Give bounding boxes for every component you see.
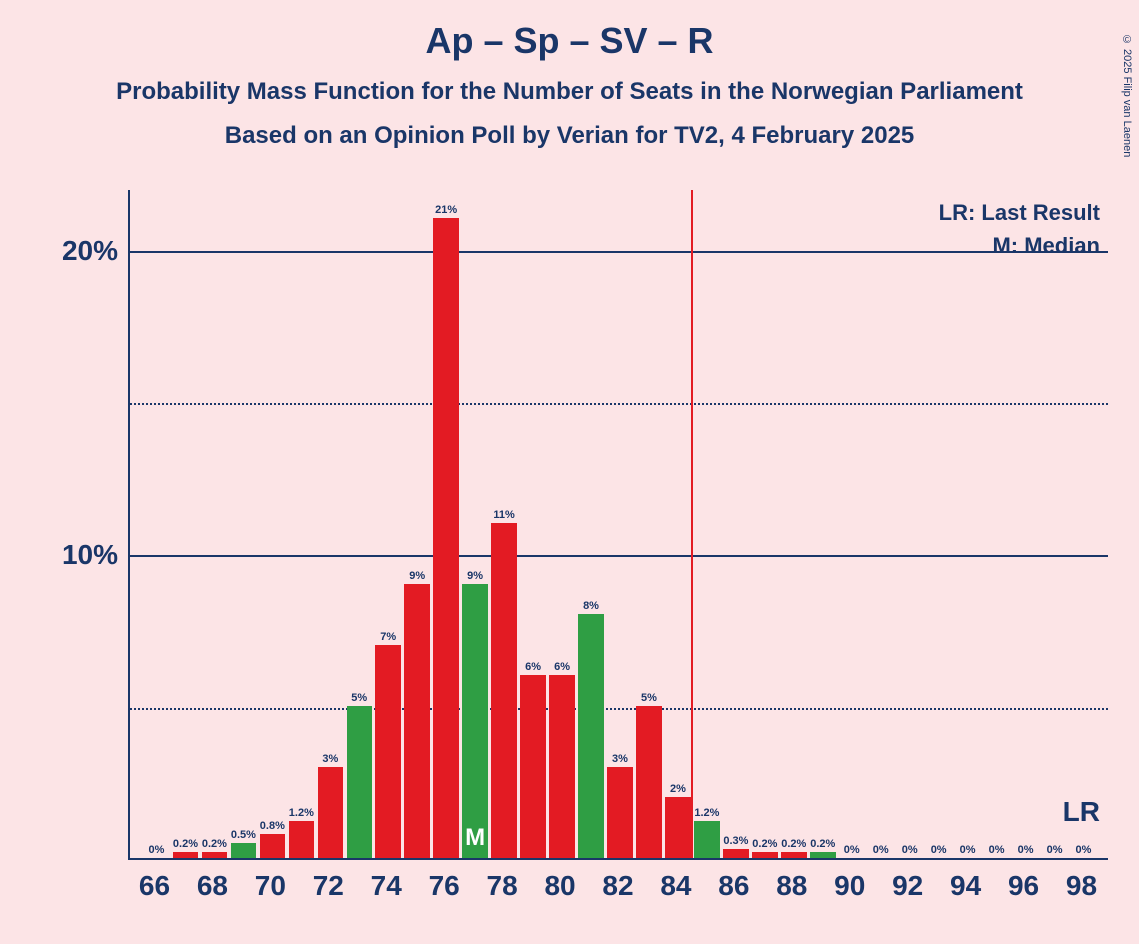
x-axis-labels: 66 68 70 72 74 76 78 80 82 84 86 88 90 92 94 96 98	[128, 870, 1108, 920]
bar-value-label: 6%	[525, 661, 541, 673]
bar: 5%	[347, 706, 372, 858]
bar-value-label: 8%	[583, 600, 599, 612]
bar-value-label: 0%	[1018, 844, 1034, 856]
bar: 0.2%	[781, 852, 806, 858]
bar-value-label: 0%	[960, 844, 976, 856]
bars-layer: 0%0.2%0.2%0.5%0.8%1.2%3%5%7%9%21%9%M11%6…	[130, 190, 1108, 858]
bar: 9%	[404, 584, 429, 858]
bar-value-label: 2%	[670, 783, 686, 795]
chart-title: Ap – Sp – SV – R	[0, 20, 1139, 62]
x-tick-label: 74	[371, 870, 402, 902]
bar-value-label: 1.2%	[694, 807, 719, 819]
bar: 5%	[636, 706, 661, 858]
bar: 8%	[578, 614, 603, 858]
bar-value-label: 0%	[844, 844, 860, 856]
bar: 3%	[318, 767, 343, 858]
x-tick-label: 80	[544, 870, 575, 902]
x-tick-label: 94	[950, 870, 981, 902]
bar-value-label: 9%	[409, 570, 425, 582]
bar-value-label: 3%	[322, 753, 338, 765]
bar: 1.2%	[289, 821, 314, 858]
bar-value-label: 0%	[873, 844, 889, 856]
bar: 0.2%	[752, 852, 777, 858]
bar-value-label: 0.2%	[202, 838, 227, 850]
bar: 1.2%	[694, 821, 719, 858]
bar-value-label: 0.2%	[810, 838, 835, 850]
y-tick-label: 20%	[48, 235, 118, 267]
copyright-notice: © 2025 Filip van Laenen	[1121, 34, 1133, 157]
bar-value-label: 0.2%	[781, 838, 806, 850]
x-tick-label: 96	[1008, 870, 1039, 902]
x-tick-label: 78	[487, 870, 518, 902]
bar-value-label: 1.2%	[289, 807, 314, 819]
bar-value-label: 21%	[435, 204, 457, 216]
bar-value-label: 0.5%	[231, 829, 256, 841]
x-tick-label: 66	[139, 870, 170, 902]
x-tick-label: 92	[892, 870, 923, 902]
bar: 11%	[491, 523, 516, 858]
bar: 0.2%	[173, 852, 198, 858]
bar: 2%	[665, 797, 690, 858]
x-tick-label: 90	[834, 870, 865, 902]
bar-value-label: 11%	[493, 509, 514, 521]
x-tick-label: 84	[660, 870, 691, 902]
x-tick-label: 98	[1066, 870, 1097, 902]
bar: 3%	[607, 767, 632, 858]
chart-subtitle-2: Based on an Opinion Poll by Verian for T…	[0, 122, 1139, 150]
bar: 0.2%	[202, 852, 227, 858]
bar-value-label: 9%	[467, 570, 483, 582]
x-tick-label: 82	[602, 870, 633, 902]
bar-value-label: 0.8%	[260, 820, 285, 832]
bar: 7%	[375, 645, 400, 858]
bar-value-label: 7%	[380, 631, 396, 643]
bar: 9%M	[462, 584, 487, 858]
bar: 0.3%	[723, 849, 748, 858]
x-tick-label: 88	[776, 870, 807, 902]
bar-value-label: 0%	[1047, 844, 1063, 856]
bar-value-label: 0.3%	[723, 835, 748, 847]
bar-value-label: 0.2%	[173, 838, 198, 850]
bar-value-label: 0%	[149, 844, 165, 856]
last-result-line	[691, 190, 693, 858]
bar: 6%	[520, 675, 545, 858]
bar: 0.8%	[260, 834, 285, 858]
median-marker: M	[465, 824, 485, 852]
x-tick-label: 76	[429, 870, 460, 902]
bar-value-label: 6%	[554, 661, 570, 673]
x-tick-label: 68	[197, 870, 228, 902]
plot-area: 0%0.2%0.2%0.5%0.8%1.2%3%5%7%9%21%9%M11%6…	[128, 190, 1108, 860]
y-tick-label: 10%	[48, 539, 118, 571]
bar-value-label: 0%	[989, 844, 1005, 856]
bar-value-label: 5%	[641, 692, 657, 704]
legend-m: M: Median	[939, 229, 1100, 262]
bar: 6%	[549, 675, 574, 858]
bar: 0.5%	[231, 843, 256, 858]
title-block: Ap – Sp – SV – R Probability Mass Functi…	[0, 20, 1139, 150]
legend-lr: LR: Last Result	[939, 196, 1100, 229]
bar-value-label: 0%	[1076, 844, 1092, 856]
bar: 21%	[433, 218, 458, 858]
bar: 0.2%	[810, 852, 835, 858]
lr-axis-label: LR	[1063, 796, 1100, 828]
legend: LR: Last Result M: Median	[939, 196, 1100, 262]
bar-value-label: 0%	[931, 844, 947, 856]
x-tick-label: 86	[718, 870, 749, 902]
bar-value-label: 3%	[612, 753, 628, 765]
bar-value-label: 0.2%	[752, 838, 777, 850]
x-tick-label: 70	[255, 870, 286, 902]
bar-value-label: 0%	[902, 844, 918, 856]
x-tick-label: 72	[313, 870, 344, 902]
chart-subtitle-1: Probability Mass Function for the Number…	[0, 78, 1139, 106]
chart-container: 0%0.2%0.2%0.5%0.8%1.2%3%5%7%9%21%9%M11%6…	[48, 190, 1118, 930]
bar-value-label: 5%	[351, 692, 367, 704]
